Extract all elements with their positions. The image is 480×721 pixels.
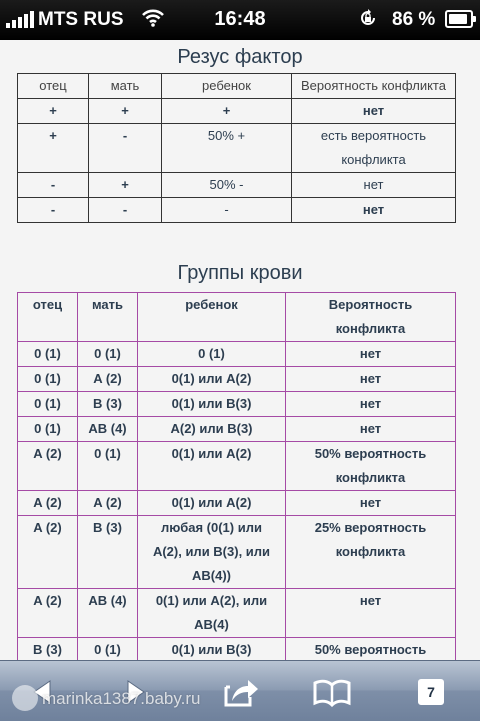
table-cell: есть вероятность конфликта <box>291 123 456 173</box>
column-header: ребенок <box>137 292 286 342</box>
status-bar: MTS RUS 16:48 86 % <box>0 0 480 40</box>
table-cell: A (2) <box>17 588 78 638</box>
rhesus-title: Резус фактор <box>177 46 303 68</box>
table-row: + - 50% + есть вероятность конфликта <box>17 123 456 173</box>
battery-percent: 86 % <box>392 9 436 30</box>
table-header-row: отец мать ребенок Вероятность конфликта <box>17 73 456 99</box>
table-cell: 0(1) или A(2), или AB(4) <box>137 588 286 638</box>
table-row: 0 (1) AB (4) A(2) или B(3) нет <box>17 416 456 442</box>
table-row: - - - нет <box>17 197 456 223</box>
table-cell: B (3) <box>17 637 78 660</box>
table-cell: нет <box>291 98 456 124</box>
table-cell: + <box>17 98 89 124</box>
watermark-text: marinka1387.baby.ru <box>42 689 201 708</box>
table-cell: нет <box>291 197 456 223</box>
table-row: 0 (1) 0 (1) 0 (1) нет <box>17 341 456 367</box>
column-header: отец <box>17 73 89 99</box>
table-cell: A (2) <box>17 515 78 589</box>
table-cell: + <box>17 123 89 173</box>
table-cell: 0(1) или A(2) <box>137 441 286 491</box>
table-cell: 0 (1) <box>137 341 286 367</box>
carrier-name: MTS RUS <box>38 9 124 30</box>
table-cell: 0(1) или A(2) <box>137 366 286 392</box>
table-cell: 0 (1) <box>17 391 78 417</box>
table-cell: B (3) <box>77 515 138 589</box>
table-row: + + + нет <box>17 98 456 124</box>
watermark-logo-icon <box>12 685 38 711</box>
table-cell: + <box>161 98 292 124</box>
table-cell: 0 (1) <box>17 366 78 392</box>
back-icon[interactable] <box>22 675 62 709</box>
table-cell: нет <box>285 490 456 516</box>
table-row: A (2) AB (4) 0(1) или A(2), или AB(4) не… <box>17 588 456 638</box>
table-row: 0 (1) B (3) 0(1) или B(3) нет <box>17 391 456 417</box>
column-header: ребенок <box>161 73 292 99</box>
column-header: мать <box>77 292 138 342</box>
wifi-icon <box>142 9 164 27</box>
rhesus-table: отец мать ребенок Вероятность конфликта … <box>17 73 456 223</box>
page-content: Резус фактор отец мать ребенок Вероятнос… <box>0 40 480 660</box>
table-cell: A(2) или B(3) <box>137 416 286 442</box>
battery-icon <box>445 10 476 28</box>
signal-icon <box>6 10 34 28</box>
column-header: отец <box>17 292 78 342</box>
table-cell: - <box>88 123 162 173</box>
table-row: 0 (1) A (2) 0(1) или A(2) нет <box>17 366 456 392</box>
table-cell: 0(1) или A(2) <box>137 490 286 516</box>
table-cell: нет <box>291 172 456 198</box>
table-cell: нет <box>285 341 456 367</box>
rotation-lock-icon <box>361 9 375 25</box>
table-cell: 50% - <box>161 172 292 198</box>
bookmarks-icon[interactable] <box>312 675 352 709</box>
table-row: - + 50% - нет <box>17 172 456 198</box>
table-cell: A (2) <box>17 490 78 516</box>
table-row: A (2) B (3) любая (0(1) или A(2), или B(… <box>17 515 456 589</box>
table-cell: AB (4) <box>77 416 138 442</box>
table-cell: 50% + <box>161 123 292 173</box>
column-header: мать <box>88 73 162 99</box>
table-cell: 0(1) или B(3) <box>137 637 286 660</box>
browser-toolbar: 7 marinka1387.baby.ru <box>0 660 480 721</box>
table-cell: 0 (1) <box>17 416 78 442</box>
table-row: B (3) 0 (1) 0(1) или B(3) 50% вероятност… <box>17 637 456 660</box>
table-cell: 0 (1) <box>77 441 138 491</box>
table-cell: A (2) <box>77 490 138 516</box>
table-cell: нет <box>285 366 456 392</box>
table-cell: B (3) <box>77 391 138 417</box>
table-cell: + <box>88 98 162 124</box>
tabs-icon[interactable]: 7 <box>418 679 444 705</box>
clock: 16:48 <box>214 8 266 30</box>
share-icon[interactable] <box>220 675 260 709</box>
table-cell: 25% вероятность конфликта <box>285 515 456 589</box>
table-cell: - <box>88 197 162 223</box>
table-cell: любая (0(1) или A(2), или B(3), или AB(4… <box>137 515 286 589</box>
table-cell: 0 (1) <box>77 341 138 367</box>
table-cell: нет <box>285 588 456 638</box>
table-cell: - <box>17 172 89 198</box>
table-cell: 50% вероятность конфликта <box>285 441 456 491</box>
table-cell: нет <box>285 391 456 417</box>
table-cell: 50% вероятность <box>285 637 456 660</box>
table-cell: - <box>17 197 89 223</box>
table-cell: 0 (1) <box>77 637 138 660</box>
table-cell: нет <box>285 416 456 442</box>
table-cell: - <box>161 197 292 223</box>
blood-groups-table: отец мать ребенок Вероятность конфликта … <box>17 292 456 660</box>
table-cell: AB (4) <box>77 588 138 638</box>
table-cell: 0 (1) <box>17 341 78 367</box>
column-header: Вероятность конфликта <box>291 73 456 99</box>
table-row: A (2) 0 (1) 0(1) или A(2) 50% вероятност… <box>17 441 456 491</box>
table-cell: 0(1) или B(3) <box>137 391 286 417</box>
forward-icon[interactable] <box>116 675 156 709</box>
table-cell: A (2) <box>17 441 78 491</box>
table-row: A (2) A (2) 0(1) или A(2) нет <box>17 490 456 516</box>
table-cell: A (2) <box>77 366 138 392</box>
blood-groups-title: Группы крови <box>177 262 303 284</box>
table-cell: + <box>88 172 162 198</box>
column-header: Вероятность конфликта <box>285 292 456 342</box>
table-header-row: отец мать ребенок Вероятность конфликта <box>17 292 456 342</box>
